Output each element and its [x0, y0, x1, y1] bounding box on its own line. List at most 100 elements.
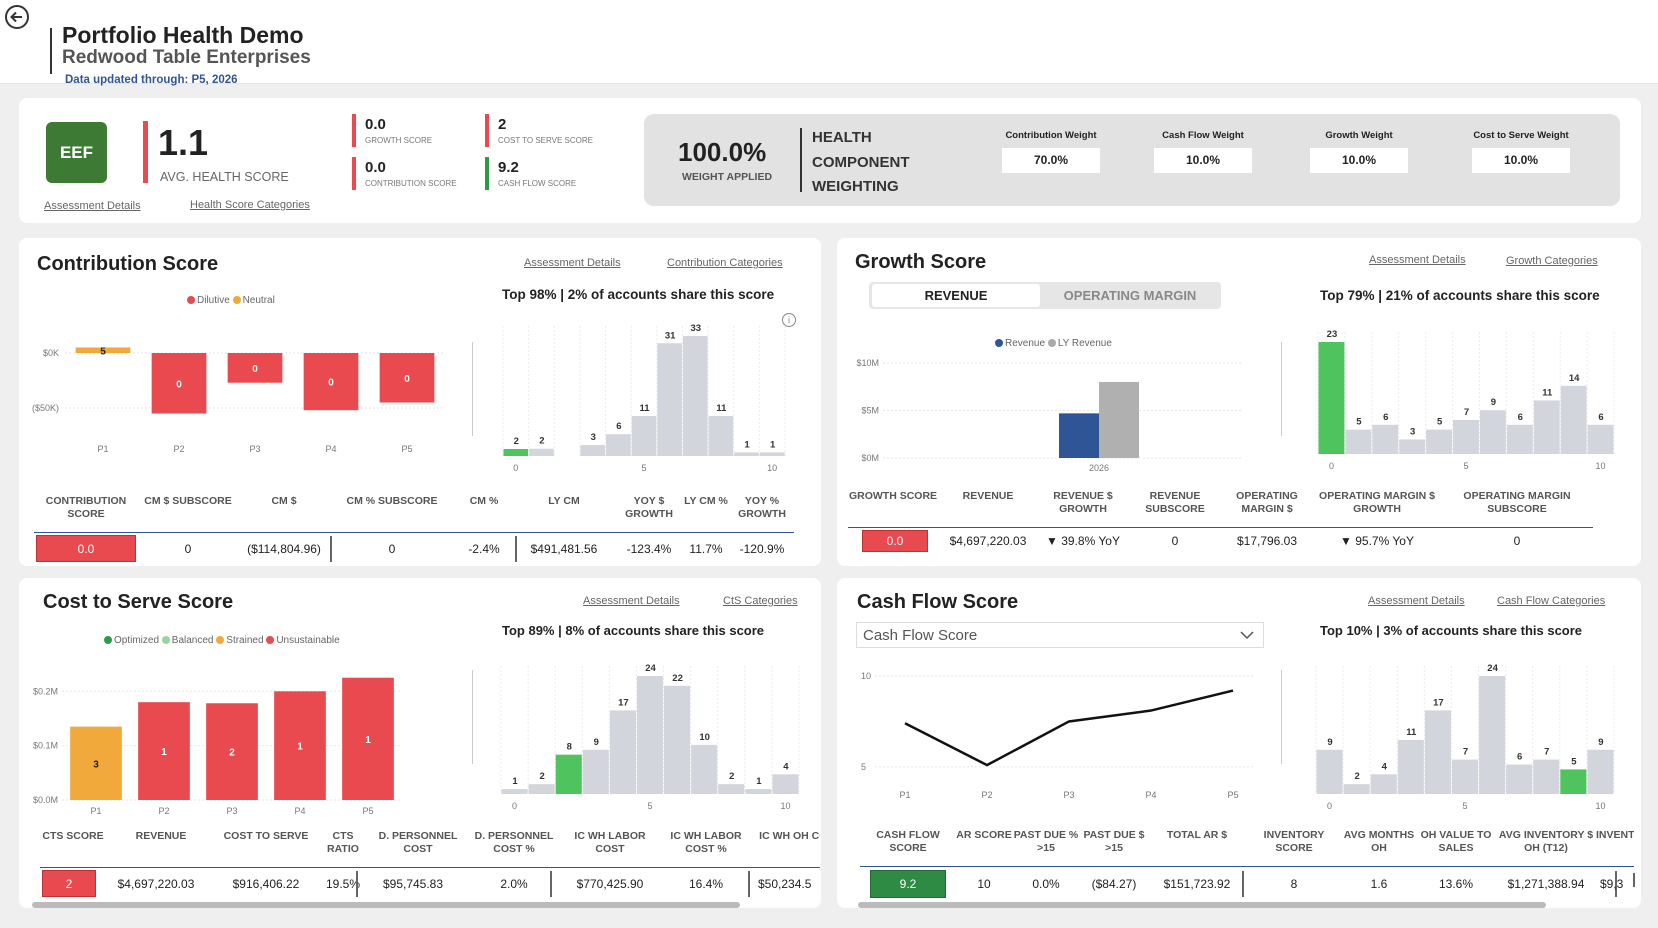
- histogram-bar: [636, 676, 664, 794]
- histogram-bar: [1587, 749, 1614, 794]
- histogram-bar: [1533, 759, 1560, 794]
- x-tick-label: P5: [401, 444, 412, 454]
- bar-data-label: 6: [1517, 752, 1522, 763]
- th-revenue: REVENUE: [135, 830, 187, 842]
- bar-data-label: 2: [514, 436, 519, 447]
- y-tick-label: $0M: [861, 453, 879, 463]
- td-revenue-subscore: 0: [1171, 534, 1179, 548]
- x-tick-label: P2: [158, 806, 169, 815]
- histogram-bar: [1397, 739, 1424, 794]
- x-tick-label: P1: [899, 790, 910, 800]
- cts-period-chart: $0.2M $0.1M $0.0M 3 P1 1 P2 2 P3 1 P4 1 P5: [33, 677, 402, 815]
- cts-table-scrollbar[interactable]: [32, 902, 740, 908]
- bar-data-label: 31: [665, 330, 676, 341]
- back-arrow-icon[interactable]: [4, 4, 30, 30]
- x-tick-label: P4: [294, 806, 305, 815]
- growth-weight-input[interactable]: 10.0%: [1310, 148, 1408, 173]
- legend-ly-revenue: LY Revenue: [1047, 338, 1112, 349]
- th-cts-ratio: CTS RATIO: [327, 830, 359, 855]
- td-revenue: $4,697,220.03: [949, 534, 1027, 548]
- cts-legend: Optimized Balanced Strained Unsustainabl…: [104, 635, 340, 646]
- growth-score-value: 0.0: [365, 116, 386, 133]
- contribution-categories-link[interactable]: Contribution Categories: [667, 257, 783, 269]
- td-cash-flow-score: 9.2: [899, 877, 917, 891]
- bar-data-label: 1: [744, 439, 750, 450]
- histogram-bar: [1453, 419, 1479, 454]
- tab-revenue[interactable]: REVENUE: [872, 284, 1040, 307]
- growth-score-label: GROWTH SCORE: [365, 136, 433, 145]
- x-tick-label: 5: [1463, 461, 1468, 471]
- histogram-bar: [1426, 429, 1453, 454]
- cashflow-dropdown-value: Cash Flow Score: [863, 627, 978, 644]
- contribution-score-label: CONTRIBUTION SCORE: [365, 179, 457, 188]
- th-cost-to-serve: COST TO SERVE: [223, 830, 309, 842]
- cts-score-label: COST TO SERVE SCORE: [498, 136, 593, 145]
- th-operating-margin-growth: OPERATING MARGIN $ GROWTH: [1319, 490, 1435, 515]
- th-revenue-growth: REVENUE $ GROWTH: [1053, 490, 1113, 515]
- weight-applied-label: WEIGHT APPLIED: [682, 171, 773, 183]
- th-ic-wh-oh-cost: IC WH OH COST: [759, 830, 820, 842]
- th-cash-flow-score: CASH FLOW SCORE: [876, 829, 940, 854]
- histogram-bar: [657, 343, 682, 456]
- legend-revenue: Revenue: [995, 338, 1045, 349]
- x-tick-label: 10: [1595, 801, 1605, 811]
- th-cts-score: CtS SCORE: [42, 830, 104, 842]
- td-ly-cm-pct: 11.7%: [689, 542, 723, 556]
- td-past-due-pct: 0.0%: [1032, 877, 1060, 891]
- y-tick-label: $0.2M: [33, 686, 58, 696]
- cashflow-dropdown[interactable]: Cash Flow Score: [856, 622, 1264, 648]
- bar: [379, 353, 435, 403]
- contribution-weight-input[interactable]: 70.0%: [1002, 148, 1100, 173]
- cashflow-assessment-link[interactable]: Assessment Details: [1368, 595, 1465, 607]
- weighting-title-line2: COMPONENT: [812, 153, 910, 171]
- th-contribution-score: CONTRIBUTION SCORE: [45, 495, 127, 520]
- bar-data-label: 22: [672, 673, 683, 684]
- tab-operating-margin[interactable]: OPERATING MARGIN: [1063, 288, 1197, 303]
- th-operating-margin: OPERATING MARGIN $: [1236, 490, 1298, 515]
- cashflow-table-scrollbar[interactable]: [858, 902, 1546, 908]
- bar-data-label: 5: [1571, 756, 1577, 767]
- contribution-assessment-link[interactable]: Assessment Details: [524, 257, 621, 269]
- th-ic-wh-labor-cost: IC WH LABOR COST: [574, 830, 646, 855]
- th-oh-value-to-sales: OH VALUE TO SALES: [1420, 829, 1492, 854]
- cashflow-categories-link[interactable]: Cash Flow Categories: [1497, 595, 1606, 607]
- bar: [227, 353, 283, 383]
- bar-data-label: 4: [783, 761, 789, 772]
- growth-revenue-chart: $10M $5M $0M 2026: [856, 358, 1243, 473]
- cashflow-weight-input[interactable]: 10.0%: [1154, 148, 1252, 173]
- chart-divider: [472, 342, 473, 436]
- contribution-share-text: Top 98% | 2% of accounts share this scor…: [502, 287, 775, 302]
- x-tick-label: P5: [1227, 790, 1238, 800]
- histogram-bar: [503, 449, 529, 456]
- y-tick-label: ($50K): [32, 403, 59, 413]
- bar-data-label: 1: [297, 742, 303, 753]
- bar-data-label: 1: [161, 747, 167, 758]
- td-operating-margin: $17,796.03: [1236, 534, 1298, 548]
- health-score-categories-link[interactable]: Health Score Categories: [190, 199, 310, 211]
- cts-categories-link[interactable]: CtS Categories: [723, 595, 798, 607]
- bar-data-label: 8: [567, 742, 572, 753]
- th-inventory-more: INVENTOR: [1596, 829, 1634, 841]
- cts-assessment-link[interactable]: Assessment Details: [583, 595, 680, 607]
- histogram-bar: [1318, 342, 1345, 454]
- bar-data-label: 7: [1463, 747, 1468, 758]
- growth-assessment-link[interactable]: Assessment Details: [1369, 254, 1466, 266]
- bar: [151, 353, 207, 414]
- growth-categories-link[interactable]: Growth Categories: [1506, 255, 1598, 267]
- bar-data-label: 5: [1437, 417, 1443, 428]
- bar-data-label: 10: [699, 732, 710, 743]
- bar-data-label: 7: [1464, 407, 1469, 418]
- td-ic-wh-labor-cost: $770,425.90: [576, 877, 644, 891]
- contribution-title: Contribution Score: [37, 253, 219, 275]
- bar-data-label: 24: [645, 663, 656, 674]
- bar-revenue: [1059, 413, 1099, 458]
- chart-divider: [1281, 670, 1282, 764]
- histogram-bar: [528, 784, 555, 794]
- assessment-details-link[interactable]: Assessment Details: [44, 200, 141, 212]
- bar-data-label: 17: [1433, 697, 1444, 708]
- info-icon[interactable]: i: [782, 313, 796, 327]
- cts-weight-input[interactable]: 10.0%: [1472, 148, 1570, 173]
- cashflow-score-label: CASH FLOW SCORE: [498, 179, 577, 188]
